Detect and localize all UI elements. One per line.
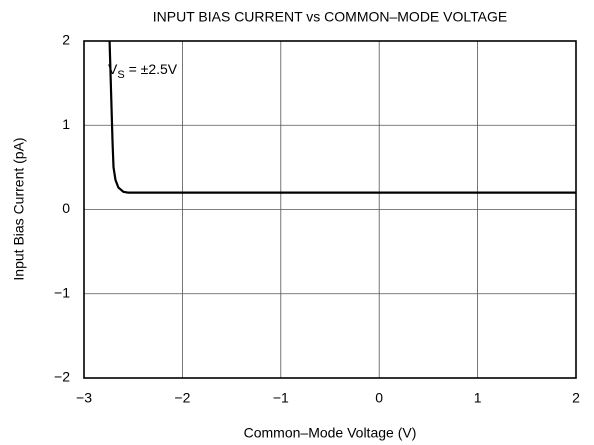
annotation-sub: S xyxy=(117,69,124,81)
chart-title: INPUT BIAS CURRENT vs COMMON–MODE VOLTAG… xyxy=(153,9,507,25)
x-tick-label: −2 xyxy=(174,390,190,406)
data-line xyxy=(108,40,576,194)
x-tick-label: 0 xyxy=(375,390,383,406)
x-tick-label: −1 xyxy=(273,390,289,406)
y-tick-label: 0 xyxy=(62,200,70,216)
plot-frame xyxy=(83,40,577,379)
y-tick-label: −1 xyxy=(54,284,70,300)
y-axis-label: Input Bias Current (pA) xyxy=(11,137,27,280)
x-axis-label: Common–Mode Voltage (V) xyxy=(244,425,417,441)
x-tick-label: 1 xyxy=(474,390,482,406)
annotation-rest: = ±2.5V xyxy=(125,61,178,77)
annotation: VS = ±2.5V xyxy=(108,61,178,81)
y-tick-label: 2 xyxy=(62,32,70,48)
annotation-main: V xyxy=(108,61,118,77)
x-tick-label: 2 xyxy=(572,390,580,406)
x-tick-label: −3 xyxy=(76,390,92,406)
y-tick-label: −2 xyxy=(54,369,70,385)
y-tick-label: 1 xyxy=(62,116,70,132)
